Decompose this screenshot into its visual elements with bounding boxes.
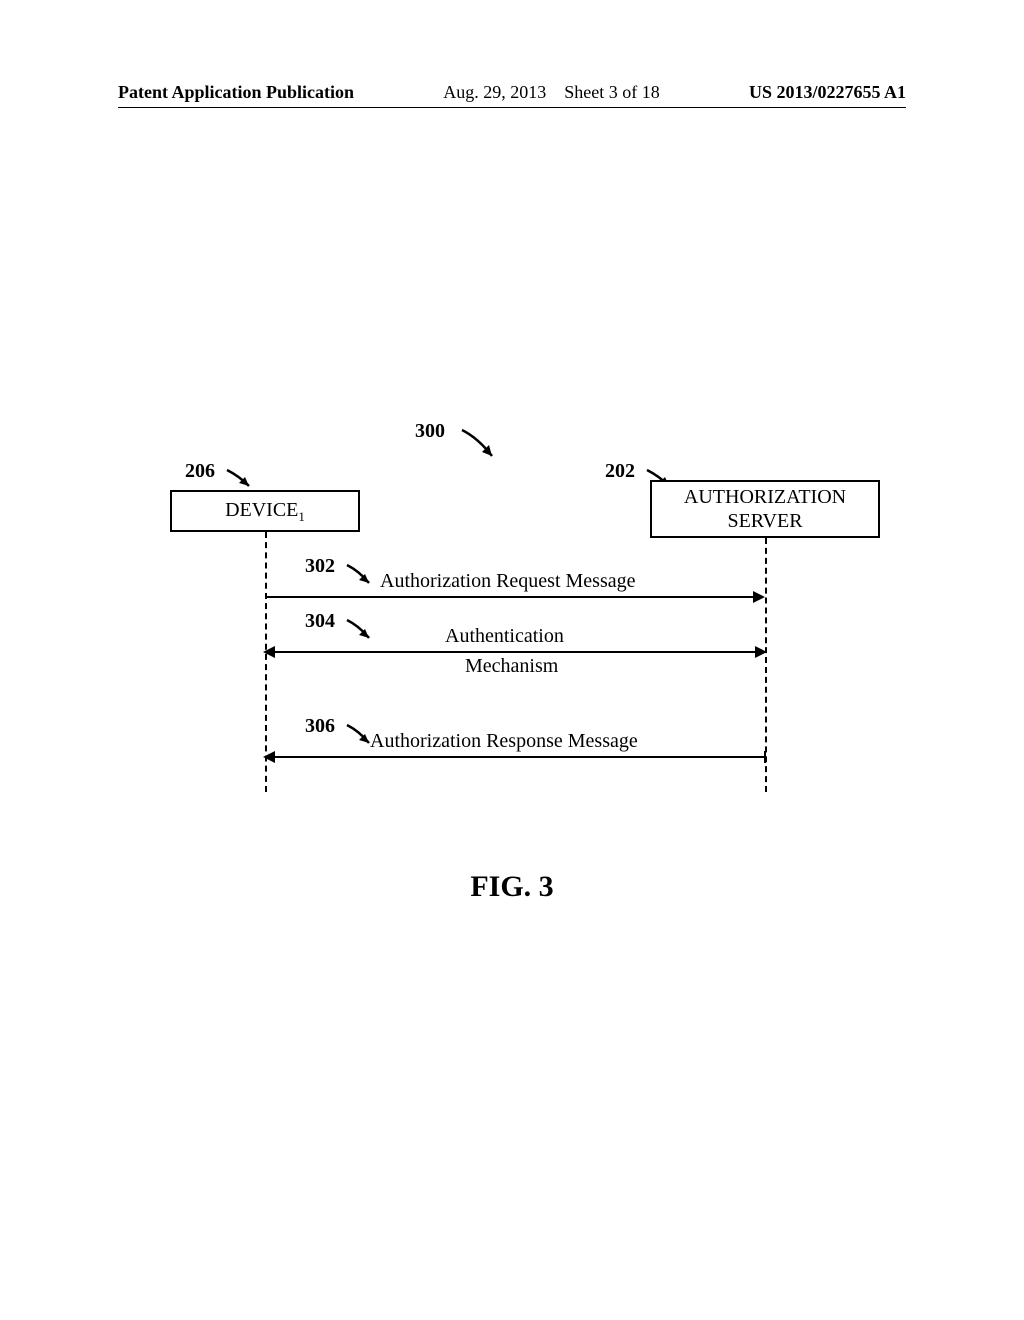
msg-ref: 302 — [305, 555, 335, 578]
header-publication: Patent Application Publication — [118, 82, 354, 103]
patent-header: Patent Application Publication Aug. 29, … — [118, 82, 906, 108]
msg-label-bottom: Mechanism — [465, 655, 558, 678]
header-sheet: Sheet 3 of 18 — [564, 82, 659, 102]
header-mid: Aug. 29, 2013 Sheet 3 of 18 — [443, 82, 659, 103]
leader-arrow-icon — [460, 428, 510, 468]
figure-ref: 300 — [415, 420, 445, 443]
leader-arrow-icon — [345, 618, 385, 646]
device-subscript: 1 — [298, 509, 305, 524]
header-docnum: US 2013/0227655 A1 — [749, 82, 906, 103]
arrow-right-icon — [265, 590, 767, 604]
sequence-diagram: 300 206 202 DEVICE1 AUTHORIZATION SERVER… — [170, 420, 870, 840]
msg-ref: 304 — [305, 610, 335, 633]
figure-caption: FIG. 3 — [0, 870, 1024, 904]
left-box-ref: 206 — [185, 460, 215, 483]
leader-arrow-icon — [345, 563, 385, 591]
right-box-ref: 202 — [605, 460, 635, 483]
authserver-box: AUTHORIZATION SERVER — [650, 480, 880, 538]
device-label: DEVICE1 — [225, 498, 305, 525]
msg-ref: 306 — [305, 715, 335, 738]
arrow-left-icon — [263, 750, 767, 764]
device-box: DEVICE1 — [170, 490, 360, 532]
authserver-line1: AUTHORIZATION — [684, 485, 846, 509]
device-label-text: DEVICE — [225, 499, 298, 521]
authserver-line2: SERVER — [727, 509, 802, 533]
header-date: Aug. 29, 2013 — [443, 82, 546, 102]
